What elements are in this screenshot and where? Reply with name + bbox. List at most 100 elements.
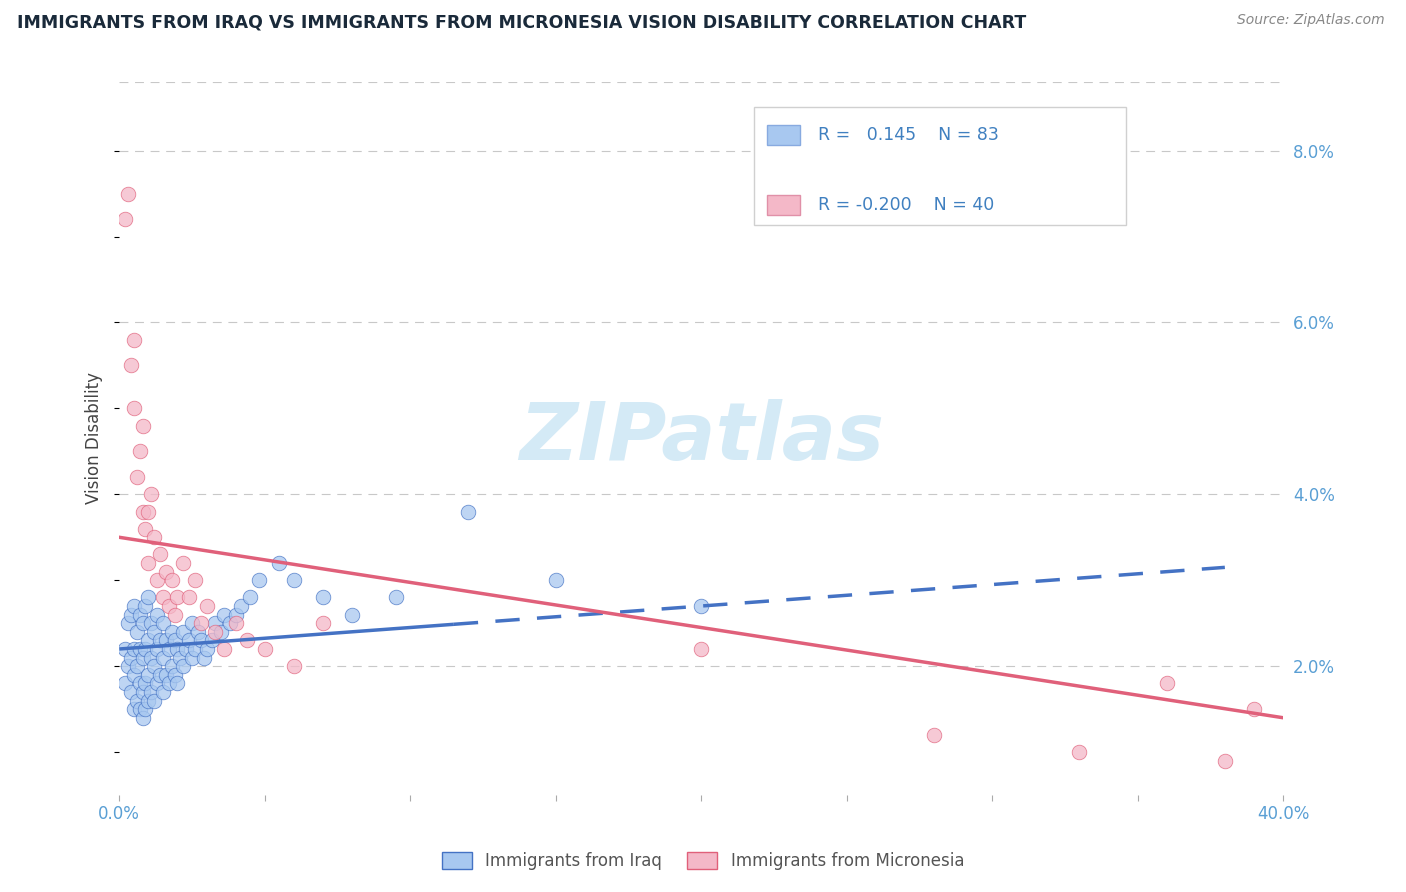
Point (184, 574, 207, 588)
Point (690, 642, 713, 657)
Point (201, 633, 224, 648)
Point (143, 530, 166, 544)
Point (209, 624, 232, 639)
Point (177, 633, 200, 648)
Point (149, 548, 172, 562)
Point (152, 685, 174, 699)
Point (231, 599, 253, 613)
Point (160, 659, 183, 673)
Point (312, 616, 335, 631)
Point (157, 642, 180, 657)
Point (128, 607, 150, 622)
Point (141, 650, 163, 665)
Point (138, 556, 160, 570)
Point (184, 642, 207, 657)
Point (122, 702, 145, 716)
Point (177, 591, 200, 605)
Point (1069, 745, 1091, 759)
Point (138, 591, 160, 605)
Point (155, 565, 177, 579)
Point (122, 401, 145, 416)
Point (134, 676, 156, 690)
Point (128, 702, 150, 716)
Point (163, 607, 186, 622)
Point (544, 574, 567, 588)
Point (134, 599, 156, 613)
Y-axis label: Vision Disability: Vision Disability (86, 373, 103, 505)
Point (122, 599, 145, 613)
Point (160, 574, 183, 588)
Point (138, 667, 160, 681)
Point (218, 616, 240, 631)
Point (172, 624, 194, 639)
Point (143, 659, 166, 673)
Point (122, 333, 145, 347)
Point (149, 633, 172, 648)
Point (155, 667, 177, 681)
Point (138, 633, 160, 648)
Point (149, 667, 172, 681)
Point (212, 642, 235, 657)
Point (117, 616, 139, 631)
Legend: Immigrants from Iraq, Immigrants from Micronesia: Immigrants from Iraq, Immigrants from Mi… (436, 845, 970, 877)
Point (225, 616, 247, 631)
Point (146, 642, 169, 657)
Point (131, 685, 153, 699)
Point (195, 642, 218, 657)
Point (204, 624, 226, 639)
Point (120, 607, 142, 622)
Point (117, 659, 139, 673)
Point (143, 624, 166, 639)
Point (193, 650, 215, 665)
Point (384, 591, 406, 605)
Point (169, 650, 191, 665)
Point (131, 504, 153, 518)
Point (131, 418, 153, 433)
Point (172, 556, 194, 570)
Point (1213, 754, 1236, 768)
Text: ZIPatlas: ZIPatlas (519, 400, 883, 477)
Point (253, 642, 276, 657)
Point (146, 676, 169, 690)
Point (128, 676, 150, 690)
Text: R = -0.200    N = 40: R = -0.200 N = 40 (817, 196, 994, 214)
Point (166, 642, 188, 657)
Point (247, 574, 270, 588)
Point (163, 633, 186, 648)
Point (152, 591, 174, 605)
Point (181, 650, 204, 665)
FancyBboxPatch shape (768, 125, 800, 145)
Point (141, 616, 163, 631)
Point (131, 650, 153, 665)
Point (166, 591, 188, 605)
Point (312, 591, 335, 605)
Point (134, 642, 156, 657)
Point (269, 556, 291, 570)
Point (143, 693, 166, 707)
Point (146, 574, 169, 588)
Point (141, 685, 163, 699)
Point (283, 574, 305, 588)
Point (114, 642, 136, 657)
Point (1156, 676, 1178, 690)
Point (239, 591, 262, 605)
Point (195, 599, 218, 613)
Point (163, 667, 186, 681)
Point (174, 642, 197, 657)
Point (1243, 702, 1265, 716)
Point (457, 504, 479, 518)
Point (138, 504, 160, 518)
Point (138, 693, 160, 707)
Point (122, 667, 145, 681)
Point (120, 685, 142, 699)
Point (160, 624, 183, 639)
Point (166, 676, 188, 690)
Point (125, 659, 148, 673)
Point (283, 659, 305, 673)
Point (181, 616, 204, 631)
Point (134, 522, 156, 536)
Text: Source: ZipAtlas.com: Source: ZipAtlas.com (1237, 13, 1385, 28)
Point (922, 728, 945, 742)
Point (114, 212, 136, 227)
Point (141, 487, 163, 501)
